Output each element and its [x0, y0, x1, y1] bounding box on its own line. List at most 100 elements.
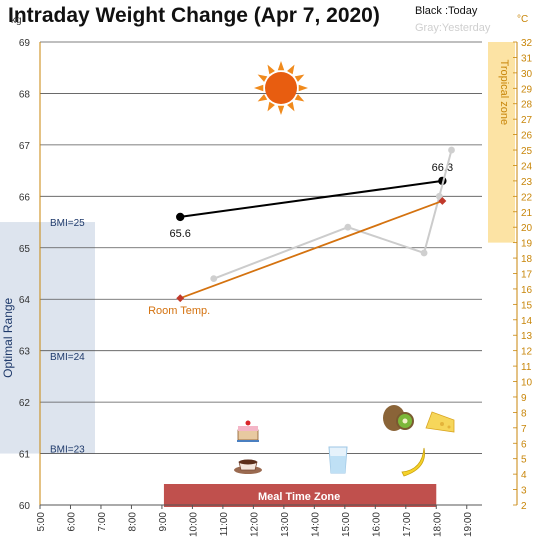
y-right-tick-4: 6: [521, 439, 527, 450]
x-tick-1: 6:00: [66, 512, 77, 532]
kiwi-core: [402, 418, 408, 424]
sun-ray-8: [267, 64, 275, 75]
legend-today: Black :Today: [415, 5, 478, 17]
sun-disc: [265, 72, 297, 104]
cake-body: [237, 429, 259, 441]
y-right-tick-30: 32: [521, 38, 533, 49]
cheese-hole-2: [447, 425, 451, 429]
cake-cherry: [245, 420, 251, 426]
room-temp-label: Room Temp.: [148, 305, 210, 317]
cheese-icon: [425, 411, 455, 433]
bmi-label-2: BMI=23: [50, 444, 85, 455]
x-tick-0: 5:00: [36, 512, 47, 532]
bands-layer: Optimal Range BMI=25 BMI=24 BMI=23 Tropical …: [0, 42, 515, 507]
grid-layer: [40, 41, 482, 454]
x-tick-2: 7:00: [97, 512, 108, 532]
x-tick-12: 17:00: [402, 512, 413, 537]
bmi-label-1: BMI=24: [50, 352, 85, 363]
axes-layer: 6061626364656667686923456789101112131415…: [19, 38, 533, 537]
tropical-zone-band: [488, 42, 515, 243]
sun-ray-1: [294, 94, 305, 102]
x-tick-10: 15:00: [341, 512, 352, 537]
y-right-tick-12: 14: [521, 316, 533, 327]
series-room-temp-line: [179, 200, 443, 300]
water-glass-icon: [328, 446, 348, 474]
y-right-tick-26: 28: [521, 100, 533, 111]
glass-water: [330, 456, 346, 473]
y-left-tick-7: 67: [19, 141, 31, 152]
sun-ray-7: [257, 74, 268, 82]
x-tick-11: 16:00: [371, 512, 382, 537]
tropical-zone-label: Tropical zone: [498, 60, 510, 126]
x-tick-14: 19:00: [463, 512, 474, 537]
series-today-label-0: 65.6: [170, 228, 191, 240]
y-right-tick-0: 2: [521, 501, 527, 512]
optimal-range-band: [0, 222, 95, 454]
y-left-tick-4: 64: [19, 295, 31, 306]
y-right-tick-7: 9: [521, 393, 527, 404]
sun-ray-2: [287, 101, 295, 112]
y-right-tick-15: 17: [521, 270, 533, 281]
banana-body: [401, 447, 425, 477]
x-tick-3: 8:00: [127, 512, 138, 532]
y-right-tick-1: 3: [521, 486, 527, 497]
series-yesterday-line: [213, 149, 453, 280]
y-left-tick-2: 62: [19, 398, 31, 409]
legend-yesterday: Gray:Yesterday: [415, 22, 491, 34]
y-left-tick-0: 60: [19, 501, 31, 512]
y-left-tick-6: 66: [19, 192, 31, 203]
x-tick-4: 9:00: [158, 512, 169, 532]
meal-time-label: Meal Time Zone: [258, 491, 340, 503]
sun-ray-4: [267, 101, 275, 112]
y-right-tick-27: 29: [521, 84, 533, 95]
cake-icon: [237, 420, 259, 442]
y-right-tick-10: 12: [521, 347, 533, 358]
y-right-tick-14: 16: [521, 285, 533, 296]
series-today-point-0: [176, 212, 185, 222]
y-right-tick-11: 13: [521, 331, 533, 342]
coffee-icon: [234, 459, 262, 474]
x-tick-13: 18:00: [432, 512, 443, 537]
y-left-tick-5: 65: [19, 244, 31, 255]
y-left-tick-3: 63: [19, 347, 31, 358]
x-tick-9: 14:00: [310, 512, 321, 537]
y-right-tick-20: 22: [521, 192, 533, 203]
banana-icon: [401, 447, 425, 477]
cake-plate: [237, 440, 259, 442]
cheese-wedge: [425, 411, 455, 433]
series-today-line: [180, 179, 443, 218]
x-tick-7: 12:00: [249, 512, 260, 537]
y-right-tick-13: 15: [521, 300, 533, 311]
y-right-unit: °C: [517, 14, 528, 25]
y-right-tick-28: 30: [521, 69, 533, 80]
icons-layer: [234, 61, 455, 477]
series-today-label-1: 66.3: [432, 162, 453, 174]
y-right-tick-29: 31: [521, 53, 533, 64]
series-room-temp-point-1: [438, 197, 447, 205]
series-yesterday-point-3: [435, 192, 443, 200]
x-tick-8: 13:00: [280, 512, 291, 537]
y-right-tick-25: 27: [521, 115, 533, 126]
series-room-temp-point-0: [176, 294, 185, 303]
meal-time-band: [163, 484, 437, 507]
sun-ray-10: [287, 64, 295, 75]
x-tick-6: 11:00: [219, 512, 230, 537]
y-right-tick-23: 25: [521, 146, 533, 157]
y-right-tick-2: 4: [521, 470, 527, 481]
series-yesterday-point-1: [344, 223, 352, 231]
series-yesterday-point-2: [420, 249, 428, 257]
sun-ray-11: [294, 74, 305, 82]
cheese-hole-1: [440, 422, 444, 426]
y-right-tick-9: 11: [521, 362, 532, 373]
sun-ray-6: [254, 84, 264, 92]
y-right-tick-22: 24: [521, 161, 533, 172]
optimal-range-label: Optimal Range: [1, 297, 15, 377]
y-right-tick-5: 7: [521, 424, 527, 435]
y-right-tick-3: 5: [521, 455, 527, 466]
y-right-tick-16: 18: [521, 254, 533, 265]
series-layer: 65.6 66.3 Room Temp.: [148, 146, 455, 317]
cake-frosting: [238, 426, 258, 431]
y-left-tick-1: 61: [19, 450, 31, 461]
sun-ray-3: [277, 105, 285, 115]
